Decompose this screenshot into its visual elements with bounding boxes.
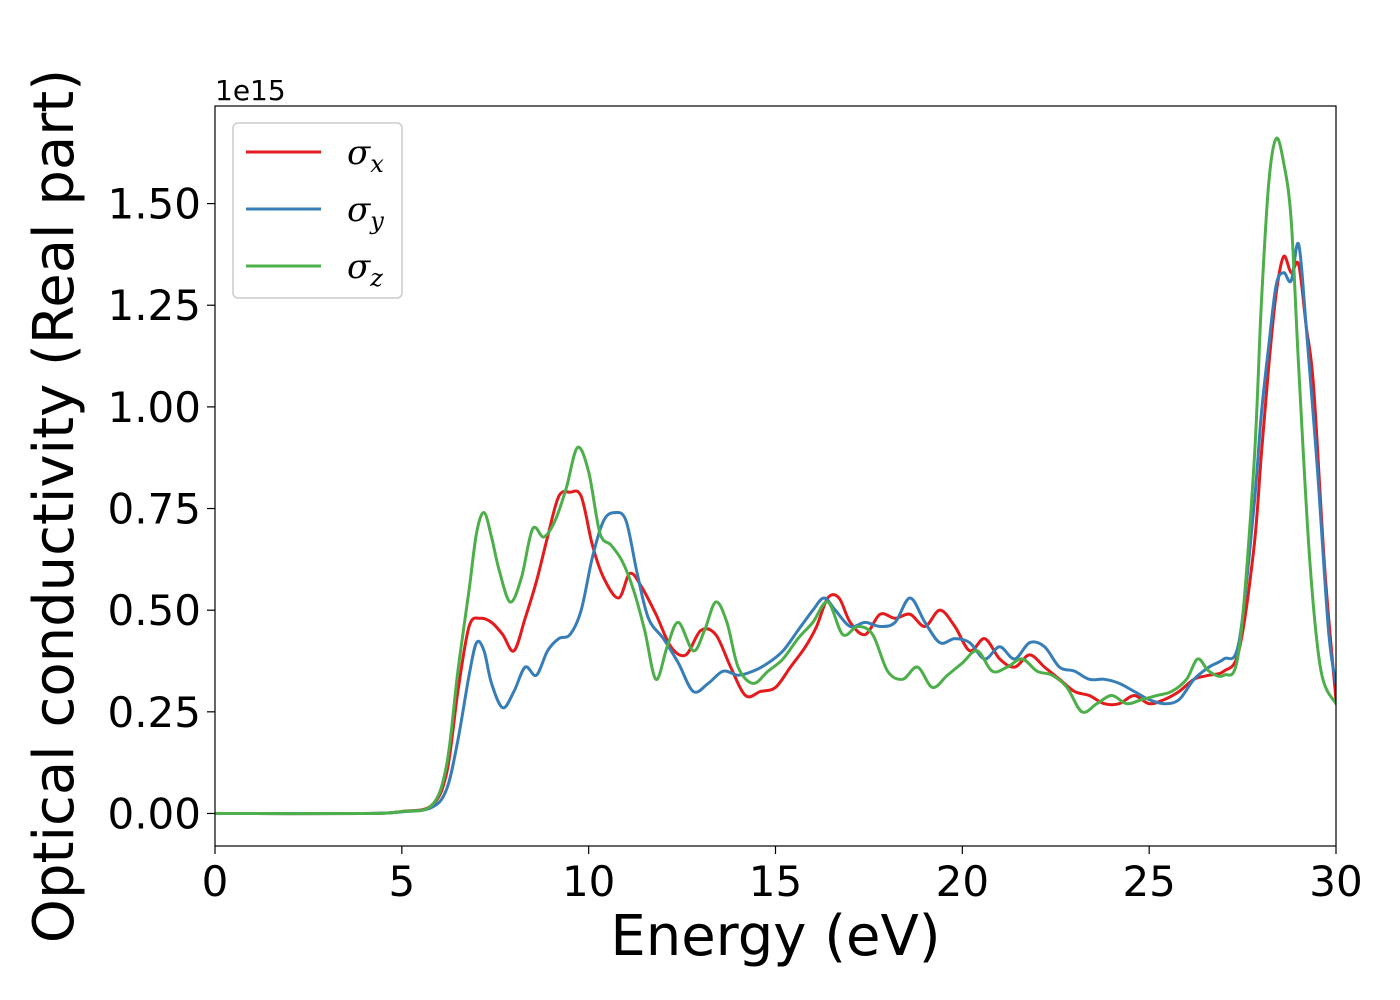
x-axis-ticks: 0 5 10 15 20 25 30 xyxy=(202,846,1363,906)
legend-label-z: σz xyxy=(347,247,383,292)
y-tick-label: 0.75 xyxy=(107,485,201,534)
y-axis-offset-text: 1e15 xyxy=(215,74,286,107)
legend-label-y: σy xyxy=(347,190,384,235)
legend-subscript: x xyxy=(370,150,384,178)
series-line-x xyxy=(215,254,1336,816)
x-tick-label: 25 xyxy=(1122,857,1175,906)
y-tick-label: 1.00 xyxy=(107,383,201,432)
legend-label-x: σx xyxy=(347,133,384,178)
series-line-z xyxy=(215,136,1336,816)
x-tick-label: 30 xyxy=(1309,857,1362,906)
x-axis-title: Energy (eV) xyxy=(610,904,940,969)
y-tick-label: 0.00 xyxy=(107,789,201,838)
x-tick-label: 0 xyxy=(202,857,229,906)
y-axis-title: Optical conductivity (Real part) xyxy=(22,69,87,943)
series-line-y xyxy=(215,241,1336,816)
series-layer xyxy=(215,136,1336,816)
legend-subscript: y xyxy=(369,207,384,235)
y-tick-label: 0.50 xyxy=(107,586,201,635)
y-axis-ticks: 0.00 0.25 0.50 0.75 1.00 1.25 1.50 xyxy=(107,180,215,838)
legend-symbol: σ xyxy=(347,190,371,230)
x-tick-label: 20 xyxy=(936,857,989,906)
x-tick-label: 10 xyxy=(562,857,615,906)
y-tick-label: 0.25 xyxy=(107,688,201,737)
legend-subscript: z xyxy=(369,264,383,292)
x-tick-label: 5 xyxy=(388,857,415,906)
legend-symbol: σ xyxy=(347,247,371,287)
x-tick-label: 15 xyxy=(749,857,802,906)
y-tick-label: 1.50 xyxy=(107,180,201,229)
legend-symbol: σ xyxy=(347,133,371,173)
y-tick-label: 1.25 xyxy=(107,281,201,330)
